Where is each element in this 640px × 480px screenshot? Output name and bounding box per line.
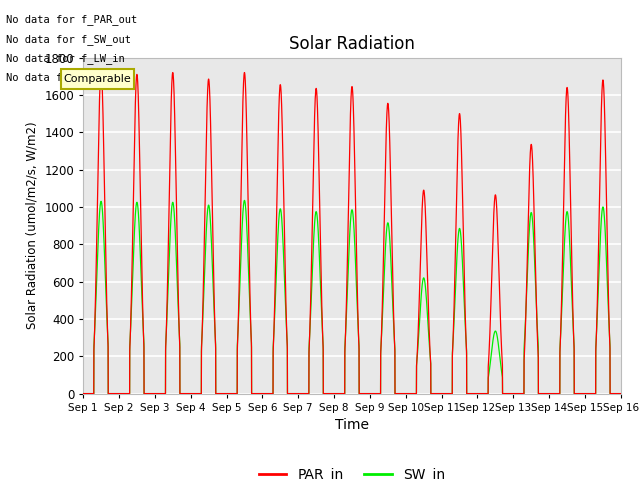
Text: No data for f_PAR_out: No data for f_PAR_out [6,14,138,25]
Y-axis label: Solar Radiation (umol/m2/s, W/m2): Solar Radiation (umol/m2/s, W/m2) [26,122,39,329]
Text: No data for f_SW_out: No data for f_SW_out [6,34,131,45]
Title: Solar Radiation: Solar Radiation [289,35,415,53]
Text: Comparable: Comparable [64,74,131,84]
X-axis label: Time: Time [335,418,369,432]
Text: No data for f_LW_out: No data for f_LW_out [6,72,131,83]
Legend: PAR_in, SW_in: PAR_in, SW_in [253,462,451,480]
Text: No data for f_LW_in: No data for f_LW_in [6,53,125,64]
